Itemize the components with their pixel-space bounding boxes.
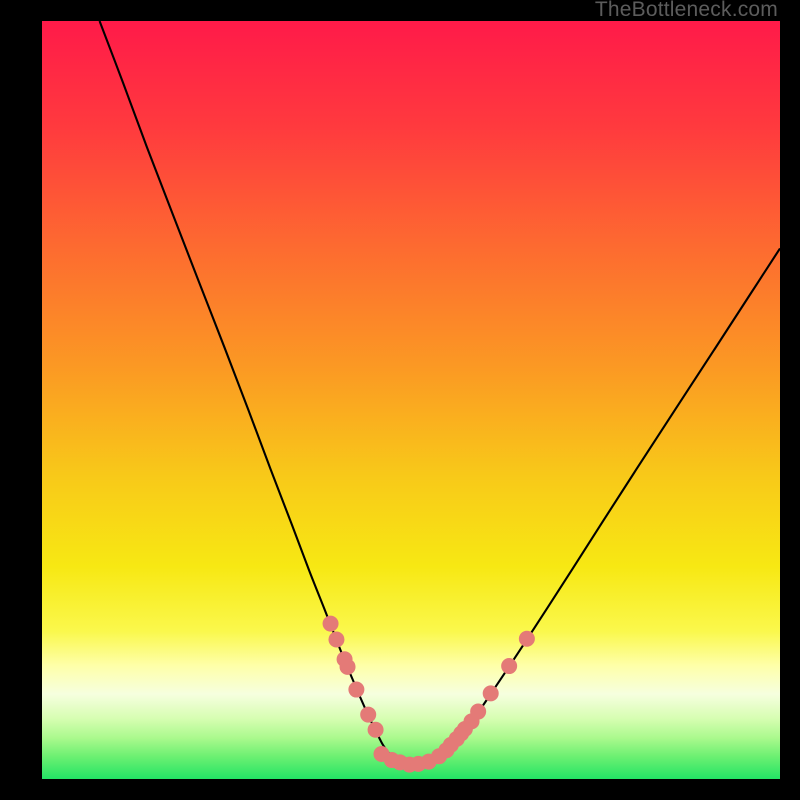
gradient-background (42, 21, 780, 779)
watermark-text: TheBottleneck.com (595, 0, 778, 22)
plot-svg (42, 21, 780, 779)
marker-dot (483, 685, 499, 701)
chart-stage: TheBottleneck.com (0, 0, 800, 800)
marker-dot (501, 658, 517, 674)
marker-dot (519, 631, 535, 647)
marker-dot (368, 722, 384, 738)
marker-dot (360, 707, 376, 723)
marker-dot (323, 616, 339, 632)
marker-dot (328, 632, 344, 648)
marker-dot (340, 659, 356, 675)
plot-area (42, 21, 780, 779)
marker-dot (348, 682, 364, 698)
marker-dot (470, 704, 486, 720)
